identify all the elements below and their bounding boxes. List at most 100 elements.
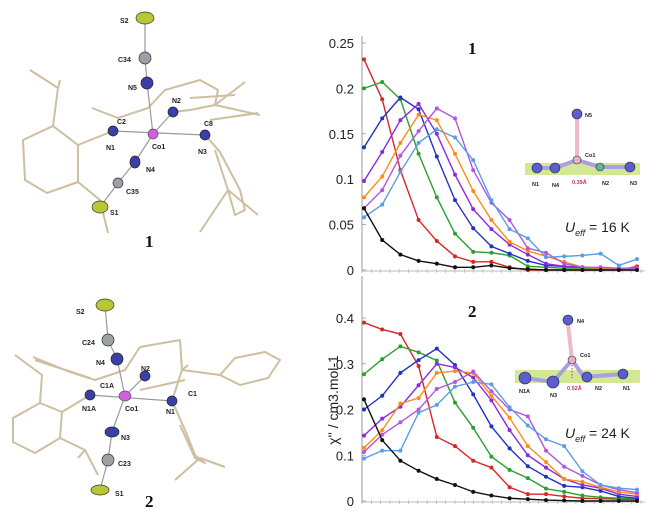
data-point-green [380,80,385,85]
data-point-violet [616,487,621,492]
data-point-green [562,266,567,271]
data-point-lightblue [507,405,512,410]
atom-label: N4 [146,167,155,174]
data-point-purple [525,252,530,257]
data-point-black [471,265,476,270]
data-point-purple [489,398,494,403]
ueff-annotation-2: Ueff = 24 K [565,425,631,444]
data-point-orange [580,265,585,270]
data-point-black [398,458,403,463]
series-line-orange [363,370,638,495]
data-point-purple [380,416,385,421]
data-point-red [580,268,585,272]
data-point-black [635,268,639,272]
data-point-black [380,238,385,243]
data-point-red [598,496,603,501]
data-point-black [434,477,439,482]
atom-label: N3 [198,149,207,156]
data-point-orange [471,370,476,375]
data-point-violet [635,266,639,271]
data-point-green [635,267,639,272]
data-point-darkblue [380,116,385,121]
data-point-violet [616,266,621,271]
data-point-black [453,265,457,270]
data-point-black [471,489,476,494]
data-point-violet [380,432,385,437]
inset-atom-label: Co1 [585,153,595,159]
data-point-orange [471,189,476,194]
y-tick-label: 0 [347,494,354,509]
y-tick-label: 0.15 [329,127,354,142]
data-point-purple [434,361,439,366]
data-point-purple [362,433,366,438]
atom-label: N1 [166,409,175,416]
series-line-lightblue [363,381,638,491]
data-point-purple [562,264,567,269]
series-line-lightblue [363,128,638,267]
inset-atom-label: N1 [623,386,630,392]
data-point-red [489,259,494,264]
data-point-violet [562,261,567,266]
data-point-green [416,151,421,156]
series-line-darkblue [363,347,638,499]
atom-label: S1 [110,210,119,217]
data-point-green [489,454,494,459]
data-point-orange [598,266,603,271]
data-point-orange [362,445,366,450]
data-point-violet [544,448,548,453]
data-point-red [562,268,567,272]
data-point-purple [616,266,621,271]
data-point-orange [598,485,603,490]
data-point-darkblue [635,267,639,272]
series-line-darkblue [363,96,638,270]
data-point-green [544,265,548,270]
data-point-orange [562,259,567,264]
data-point-red [635,264,639,269]
data-point-purple [507,428,512,433]
data-point-red [598,268,603,272]
series-line-green [363,81,638,270]
data-point-green [471,249,476,254]
data-point-orange [544,460,548,465]
data-point-darkblue [544,474,548,479]
chart-1-title: 1 [468,39,477,58]
data-point-purple [453,365,457,370]
data-point-lightblue [434,127,439,132]
y-tick-label: 0.25 [329,36,354,51]
data-point-green [598,495,603,500]
atom-label: N1 [106,145,115,152]
data-point-darkblue [453,198,457,203]
data-point-black [598,499,603,503]
data-point-orange [507,239,512,244]
data-point-violet [471,168,476,173]
atom-label: C24 [82,340,95,347]
data-point-red [471,259,476,264]
data-point-orange [544,254,548,259]
data-point-green [544,486,548,491]
data-point-darkblue [416,358,421,363]
data-point-lightblue [562,444,567,449]
data-point-red [453,254,457,259]
data-point-red [434,238,439,243]
data-point-violet [380,188,385,193]
data-point-red [616,497,621,502]
data-point-lightblue [380,448,385,453]
data-point-black [507,496,512,501]
data-point-darkblue [398,95,403,100]
data-point-purple [416,101,421,106]
data-point-orange [453,151,457,156]
data-point-purple [489,227,494,232]
data-point-purple [598,486,603,491]
inset-atom-label: N5 [585,113,592,119]
data-point-violet [635,490,639,495]
data-point-orange [616,489,621,494]
data-point-green [525,476,530,481]
data-point-black [580,268,585,272]
data-point-purple [398,118,403,123]
data-point-purple [453,172,457,177]
atom-label: C35 [126,189,139,196]
data-point-lightblue [544,437,548,442]
inset-distance: 0.39Å [572,179,587,186]
data-point-darkblue [471,392,476,397]
molecule-1-framework [22,11,261,234]
